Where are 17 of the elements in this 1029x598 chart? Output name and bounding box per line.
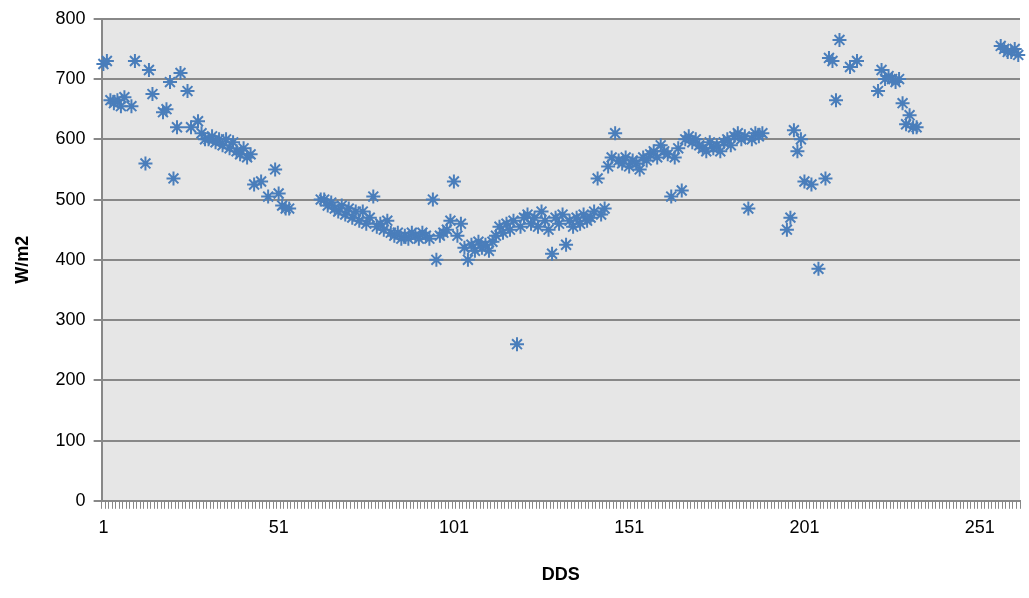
x-tick-label: 251 (964, 516, 995, 537)
y-tick-label: 300 (55, 309, 86, 330)
y-tick-label: 400 (55, 248, 86, 269)
x-tick-label: 1 (98, 516, 109, 537)
x-tick-label: 51 (268, 516, 289, 537)
y-tick-label: 600 (55, 128, 86, 149)
y-tick-label: 100 (55, 429, 86, 450)
y-tick-label: 800 (55, 7, 86, 28)
x-axis-title: DDS (541, 564, 580, 585)
y-axis-title: W/m2 (11, 235, 32, 284)
y-tick-label: 700 (55, 68, 86, 89)
x-tick-label: 151 (614, 516, 645, 537)
x-tick-label: 201 (789, 516, 820, 537)
y-tick-label: 0 (75, 489, 86, 510)
y-tick-label: 200 (55, 369, 86, 390)
y-tick-label: 500 (55, 188, 86, 209)
x-tick-label: 101 (438, 516, 469, 537)
